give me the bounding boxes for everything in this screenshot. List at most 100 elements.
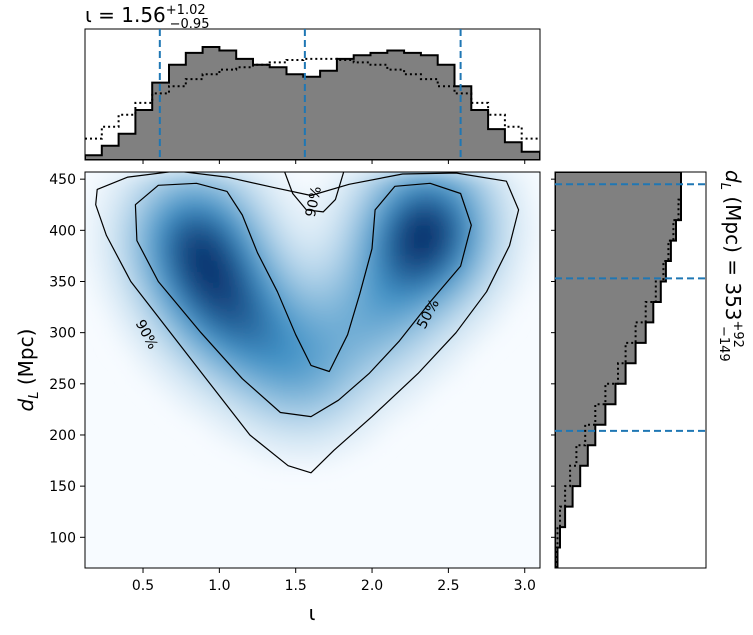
density-cell — [255, 433, 265, 443]
density-cell — [336, 235, 346, 245]
density-cell — [345, 393, 354, 403]
density-cell — [385, 251, 395, 260]
density-cell — [231, 187, 241, 197]
density-cell — [158, 354, 167, 363]
density-cell — [466, 195, 476, 205]
density-cell — [150, 179, 159, 189]
density-cell — [166, 385, 176, 395]
density-cell — [377, 314, 387, 324]
density-cell — [141, 306, 151, 316]
y-axis-label: dL (Mpc) — [14, 329, 42, 412]
density-cell — [158, 172, 167, 181]
density-cell — [174, 259, 184, 268]
density-cell — [206, 425, 216, 435]
density-cell — [523, 211, 533, 221]
density-cell — [369, 267, 379, 276]
density-cell — [158, 219, 167, 229]
density-cell — [190, 219, 200, 229]
density-cell — [125, 314, 135, 324]
density-cell — [515, 211, 525, 221]
density-cell — [328, 330, 338, 340]
density-cell — [353, 195, 362, 205]
right-histogram-bars — [555, 172, 682, 568]
density-cell — [93, 282, 102, 292]
density-cell — [450, 219, 460, 229]
density-cell — [401, 187, 411, 197]
density-cell — [288, 425, 297, 435]
density-cell — [133, 322, 143, 332]
density-cell — [296, 377, 306, 387]
density-cell — [215, 298, 224, 308]
density-cell — [345, 370, 354, 379]
density-cell — [385, 298, 395, 308]
density-cell — [247, 377, 257, 387]
density-cell — [320, 187, 330, 197]
density-cell — [174, 282, 184, 292]
density-cell — [336, 354, 346, 363]
density-cell — [426, 219, 436, 229]
density-cell — [515, 267, 525, 276]
density-cell — [385, 179, 395, 189]
density-cell — [410, 322, 419, 332]
density-cell — [198, 306, 208, 316]
density-cell — [304, 227, 314, 237]
density-cell — [231, 211, 241, 221]
density-cell — [515, 251, 525, 260]
y-summary-label: (Mpc) = 353 — [721, 196, 745, 320]
density-cell — [450, 306, 460, 316]
right-marginal-quantile-lines — [555, 183, 706, 432]
density-cell — [206, 243, 216, 252]
density-cell — [93, 227, 102, 237]
density-cell — [190, 259, 200, 268]
density-cell — [426, 362, 436, 371]
density-cell — [85, 203, 94, 213]
density-cell — [231, 306, 241, 316]
density-cell — [336, 409, 346, 419]
density-cell — [499, 314, 509, 324]
density-cell — [328, 195, 338, 205]
density-cell — [507, 187, 517, 197]
density-cell — [223, 393, 232, 403]
density-cell — [271, 385, 281, 395]
density-cell — [231, 243, 241, 252]
density-cell — [255, 449, 265, 458]
density-cell — [150, 203, 159, 213]
density-cell — [109, 290, 119, 300]
density-cell — [304, 275, 314, 284]
density-cell — [215, 346, 224, 355]
density-cell — [393, 322, 403, 332]
density-cell — [377, 306, 387, 316]
density-cell — [182, 187, 192, 197]
density-cell — [198, 417, 208, 427]
density-cell — [296, 449, 306, 458]
density-cell — [336, 425, 346, 435]
density-cell — [206, 290, 216, 300]
density-cell — [312, 417, 322, 427]
density-cell — [377, 401, 387, 411]
density-cell — [231, 251, 241, 260]
density-cell — [271, 211, 281, 221]
y-axis-subscript: L — [27, 391, 42, 398]
density-cell — [280, 298, 289, 308]
density-cell — [231, 195, 241, 205]
density-cell — [223, 219, 232, 229]
density-cell — [450, 179, 460, 189]
density-cell — [523, 251, 533, 260]
density-cell — [312, 425, 322, 435]
density-cell — [117, 235, 127, 245]
density-cell — [336, 346, 346, 355]
density-cell — [288, 401, 297, 411]
density-cell — [401, 385, 411, 395]
density-cell — [141, 267, 151, 276]
density-cell — [466, 259, 476, 268]
density-cell — [141, 370, 151, 379]
density-cell — [434, 243, 444, 252]
density-cell — [320, 433, 330, 443]
density-cell — [158, 195, 167, 205]
density-cell — [271, 275, 281, 284]
density-cell — [288, 354, 297, 363]
y-tick-label: 400 — [49, 223, 76, 239]
density-cell — [385, 338, 395, 347]
density-cell — [288, 385, 297, 395]
density-cell — [190, 385, 200, 395]
